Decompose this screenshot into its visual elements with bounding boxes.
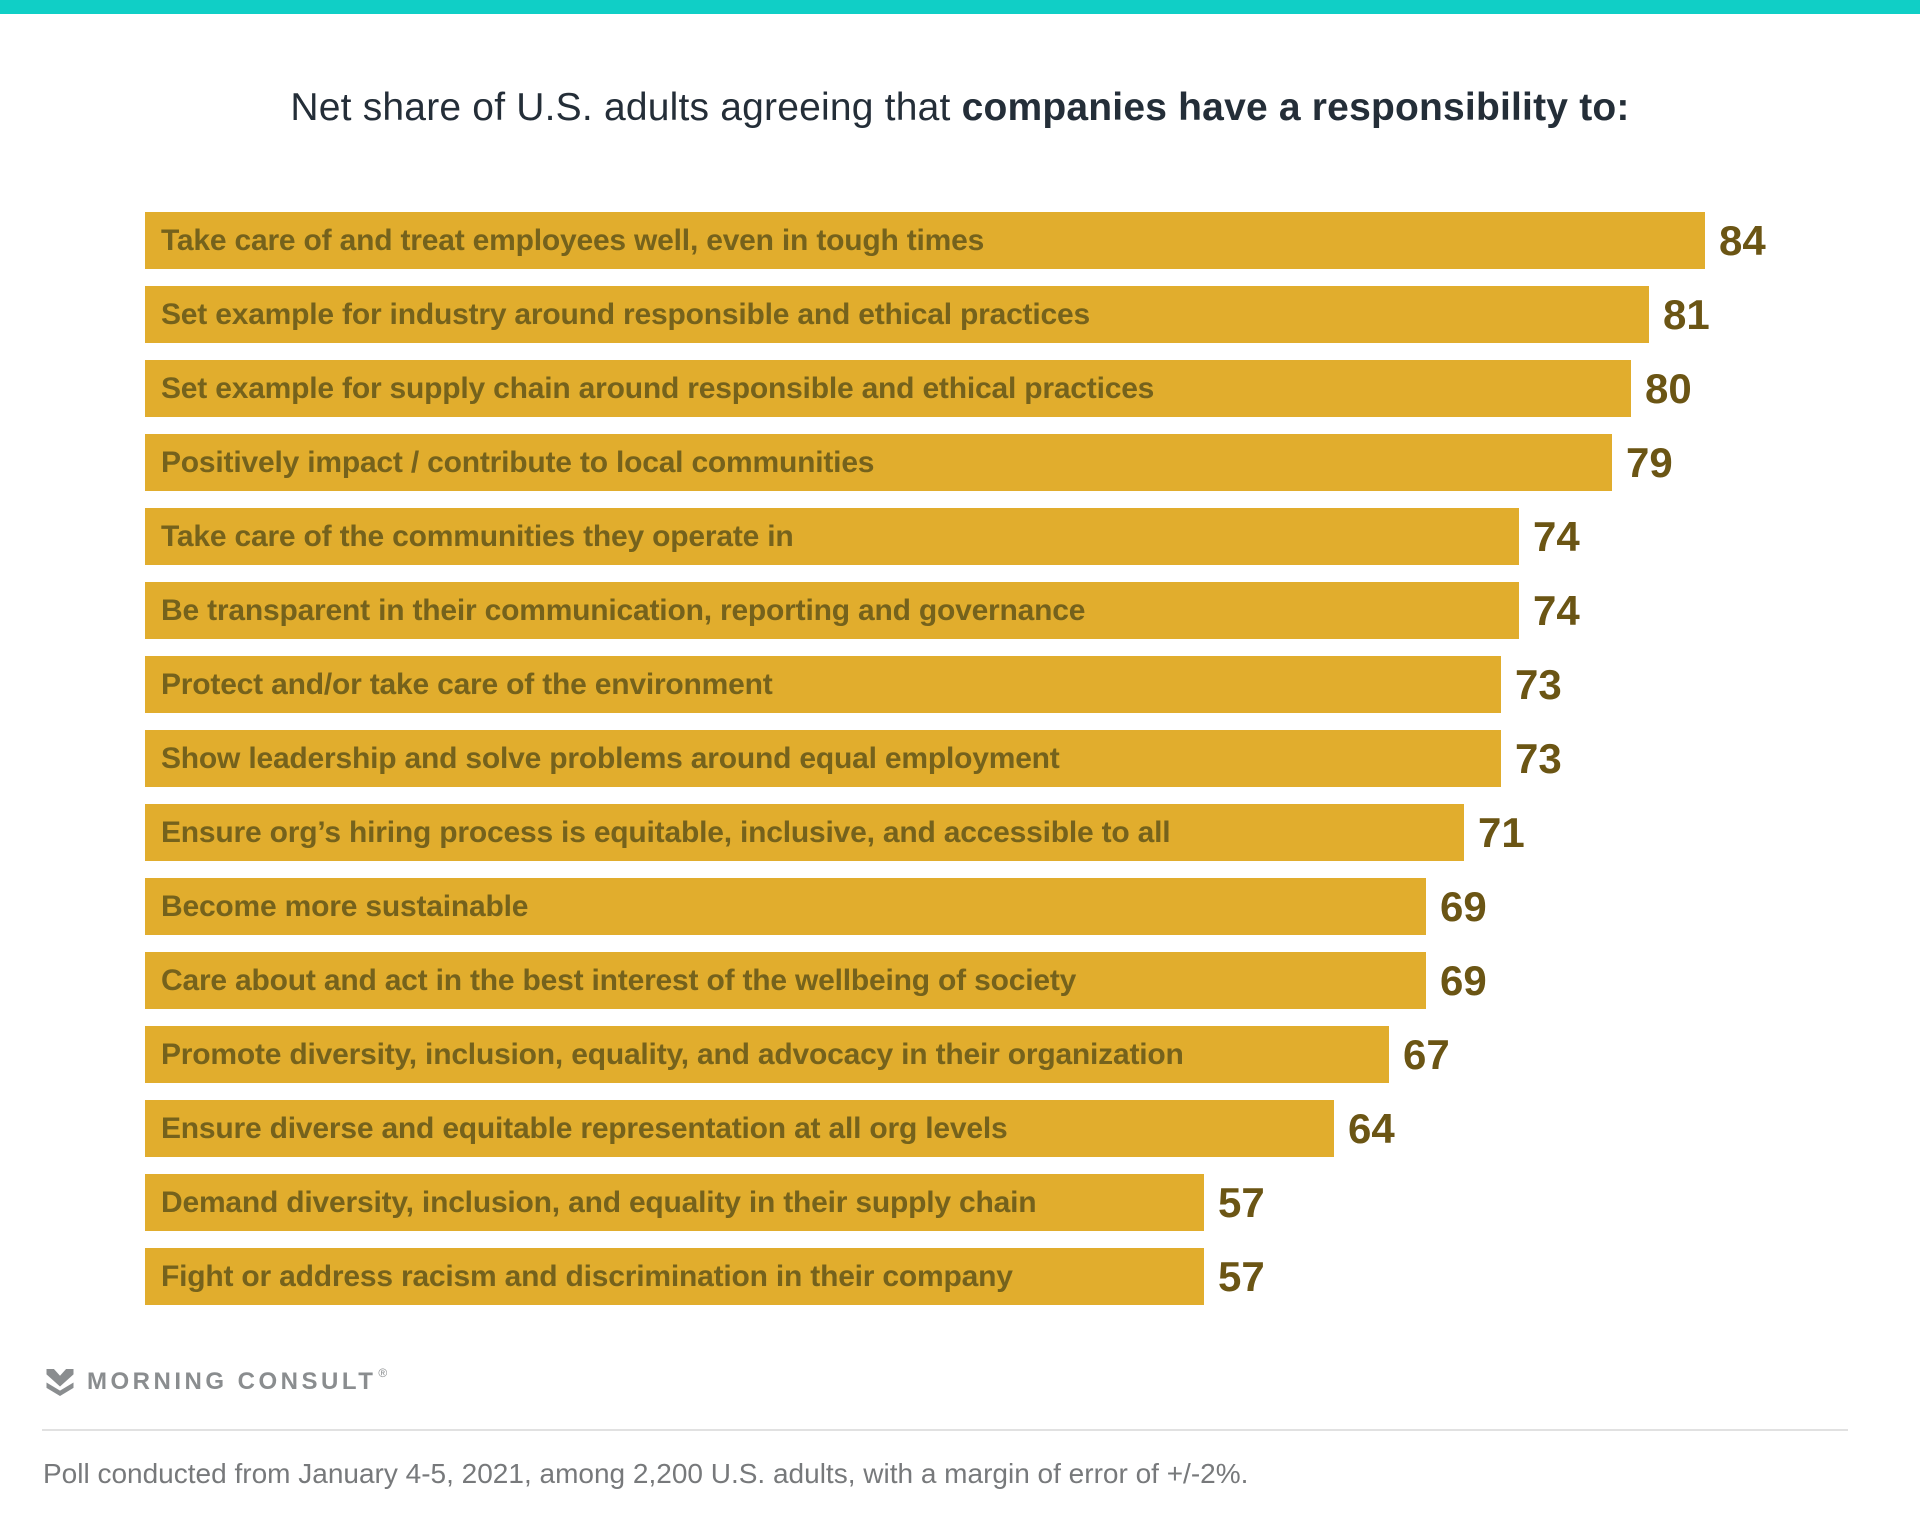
bar-row: Protect and/or take care of the environm…	[145, 656, 1766, 713]
bar-label: Ensure diverse and equitable representat…	[161, 1111, 1008, 1145]
bar: Positively impact / contribute to local …	[145, 434, 1612, 491]
bar: Ensure org’s hiring process is equitable…	[145, 804, 1464, 861]
bar-chart: Take care of and treat employees well, e…	[145, 212, 1766, 1322]
bar-label: Show leadership and solve problems aroun…	[161, 741, 1060, 775]
chart-title-bold: companies have a responsibility to:	[961, 86, 1630, 129]
bar-row: Take care of the communities they operat…	[145, 508, 1766, 565]
bar-label: Positively impact / contribute to local …	[161, 445, 875, 479]
bar-value: 69	[1440, 882, 1487, 930]
bar: Care about and act in the best interest …	[145, 952, 1426, 1009]
chart-title-regular: Net share of U.S. adults agreeing that	[290, 86, 962, 129]
bar-label: Take care of and treat employees well, e…	[161, 223, 985, 257]
methodology-note: Poll conducted from January 4-5, 2021, a…	[43, 1458, 1249, 1489]
bar-row: Fight or address racism and discriminati…	[145, 1248, 1766, 1305]
bar: Take care of the communities they operat…	[145, 508, 1519, 565]
bar: Take care of and treat employees well, e…	[145, 212, 1705, 269]
bar-value: 73	[1515, 734, 1562, 782]
bar-row: Set example for industry around responsi…	[145, 286, 1766, 343]
brand-top-bar	[0, 0, 1920, 14]
bar-row: Take care of and treat employees well, e…	[145, 212, 1766, 269]
footer-divider	[42, 1429, 1848, 1431]
bar-label: Set example for industry around responsi…	[161, 297, 1090, 331]
bar: Ensure diverse and equitable representat…	[145, 1100, 1334, 1157]
bar-label: Fight or address racism and discriminati…	[161, 1259, 1013, 1293]
bar-row: Ensure diverse and equitable representat…	[145, 1100, 1766, 1157]
bar-value: 80	[1645, 364, 1692, 412]
bar-value: 67	[1403, 1030, 1450, 1078]
bar-label: Set example for supply chain around resp…	[161, 371, 1155, 405]
bar-row: Show leadership and solve problems aroun…	[145, 730, 1766, 787]
bar-label: Ensure org’s hiring process is equitable…	[161, 815, 1171, 849]
bar: Be transparent in their communication, r…	[145, 582, 1519, 639]
bar: Protect and/or take care of the environm…	[145, 656, 1501, 713]
bar: Fight or address racism and discriminati…	[145, 1248, 1204, 1305]
bar-row: Promote diversity, inclusion, equality, …	[145, 1026, 1766, 1083]
bar-label: Take care of the communities they operat…	[161, 519, 794, 553]
chart-title: Net share of U.S. adults agreeing that c…	[0, 86, 1920, 130]
bar-value: 74	[1533, 512, 1580, 560]
bar: Demand diversity, inclusion, and equalit…	[145, 1174, 1204, 1231]
bar-label: Care about and act in the best interest …	[161, 963, 1077, 997]
bar-value: 57	[1218, 1178, 1265, 1226]
bar-value: 69	[1440, 956, 1487, 1004]
registered-trademark-symbol: ®	[378, 1366, 388, 1380]
bar-value: 81	[1663, 290, 1710, 338]
bar-value: 57	[1218, 1252, 1265, 1300]
brand-name: MORNING CONSULT	[87, 1368, 377, 1395]
bar: Set example for supply chain around resp…	[145, 360, 1631, 417]
bar-label: Be transparent in their communication, r…	[161, 593, 1086, 627]
bar-value: 84	[1719, 216, 1766, 264]
bar-row: Ensure org’s hiring process is equitable…	[145, 804, 1766, 861]
bar: Promote diversity, inclusion, equality, …	[145, 1026, 1389, 1083]
brand-lockup: MORNING CONSULT ®	[46, 1366, 388, 1396]
bar-label: Become more sustainable	[161, 889, 529, 923]
bar-row: Positively impact / contribute to local …	[145, 434, 1766, 491]
bar-row: Set example for supply chain around resp…	[145, 360, 1766, 417]
bar: Show leadership and solve problems aroun…	[145, 730, 1501, 787]
bar-value: 71	[1478, 808, 1525, 856]
bar: Become more sustainable	[145, 878, 1426, 935]
bar-row: Demand diversity, inclusion, and equalit…	[145, 1174, 1766, 1231]
bar: Set example for industry around responsi…	[145, 286, 1649, 343]
bar-value: 64	[1348, 1104, 1395, 1152]
bar-value: 74	[1533, 586, 1580, 634]
bar-row: Become more sustainable 69	[145, 878, 1766, 935]
bar-label: Demand diversity, inclusion, and equalit…	[161, 1185, 1037, 1219]
bar-row: Care about and act in the best interest …	[145, 952, 1766, 1009]
bar-value: 73	[1515, 660, 1562, 708]
bar-label: Protect and/or take care of the environm…	[161, 667, 773, 701]
bar-row: Be transparent in their communication, r…	[145, 582, 1766, 639]
bar-value: 79	[1626, 438, 1673, 486]
morning-consult-logo-icon	[46, 1368, 74, 1396]
bar-label: Promote diversity, inclusion, equality, …	[161, 1037, 1184, 1071]
